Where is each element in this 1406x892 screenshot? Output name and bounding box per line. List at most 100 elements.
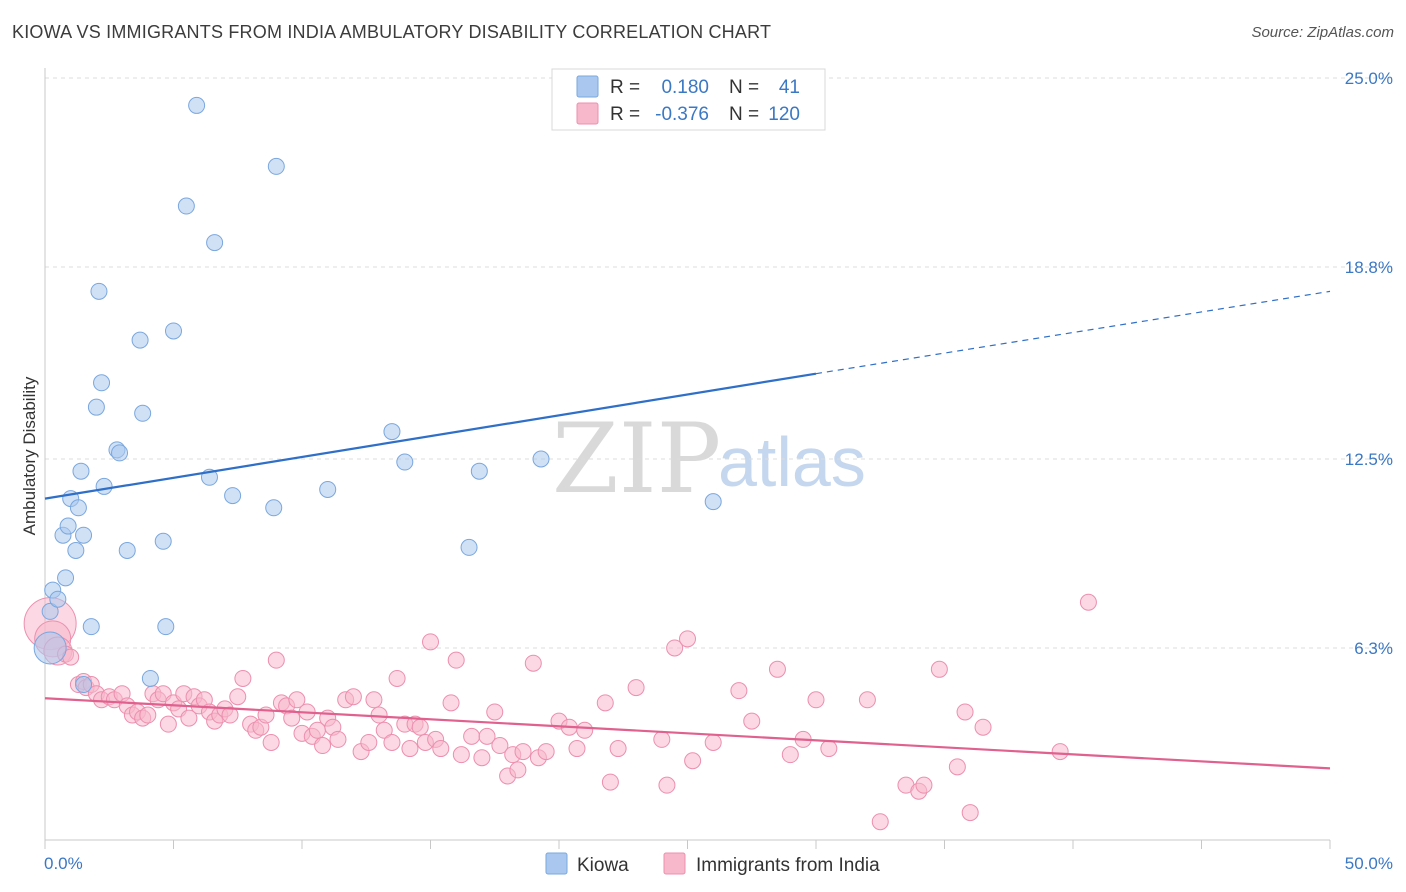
india-point: [365, 691, 383, 709]
stats-r-label-kiowa: R =: [610, 77, 640, 98]
india-point: [267, 651, 285, 669]
india-point: [452, 746, 470, 764]
x-tick-label: 0.0%: [44, 854, 83, 873]
kiowa-point: [396, 453, 414, 471]
legend-label-kiowa: Kiowa: [577, 855, 629, 876]
kiowa-point: [72, 462, 90, 480]
series-kiowa-points: [33, 96, 722, 694]
india-point: [360, 733, 378, 751]
stats-n-label-kiowa: N =: [729, 77, 759, 98]
india-point: [447, 651, 465, 669]
y-tick-labels: 6.3% 12.5% 18.8% 25.0%: [1345, 69, 1393, 658]
india-point: [627, 679, 645, 697]
india-point: [684, 752, 702, 770]
india-point: [871, 813, 889, 831]
x-tick-label: 50.0%: [1345, 854, 1393, 873]
legend-swatch-india: [663, 852, 686, 875]
kiowa-point: [532, 450, 550, 468]
india-point: [329, 730, 347, 748]
kiowa-point: [57, 569, 75, 587]
india-point: [930, 660, 948, 678]
kiowa-point: [154, 532, 172, 550]
stats-n-value-kiowa: 41: [779, 77, 800, 98]
india-point: [478, 727, 496, 745]
kiowa-trend-extension: [815, 290, 1331, 375]
india-point: [234, 669, 252, 687]
trend-lines: [44, 290, 1331, 770]
india-point: [442, 694, 460, 712]
kiowa-point: [59, 517, 77, 535]
india-point: [509, 761, 527, 779]
india-point: [401, 740, 419, 758]
india-point: [262, 733, 280, 751]
kiowa-point: [165, 322, 182, 340]
stats-r-value-india: -0.376: [655, 104, 709, 125]
india-point: [314, 737, 332, 755]
india-point: [961, 804, 979, 822]
y-tick-label: 25.0%: [1345, 69, 1393, 88]
series-india-points: [23, 593, 1097, 831]
india-point: [568, 740, 586, 758]
kiowa-point: [704, 493, 722, 511]
india-point: [704, 733, 722, 751]
kiowa-point: [41, 602, 59, 620]
india-point: [666, 639, 684, 657]
grid-lines: [45, 77, 1392, 649]
kiowa-point: [90, 282, 108, 300]
kiowa-point: [33, 631, 67, 665]
kiowa-point: [75, 676, 93, 694]
stats-r-value-kiowa: 0.180: [661, 77, 709, 98]
stats-r-label-india: R =: [610, 104, 640, 125]
india-point: [491, 737, 509, 755]
kiowa-point: [95, 477, 113, 495]
kiowa-point: [93, 374, 111, 392]
legend-label-india: Immigrants from India: [696, 855, 880, 876]
kiowa-point: [177, 197, 195, 215]
india-point: [1051, 743, 1069, 761]
stats-swatch-india: [576, 102, 599, 125]
india-point: [537, 743, 555, 761]
kiowa-point: [267, 157, 285, 175]
x-tick-labels: 0.0% 50.0%: [44, 854, 1393, 873]
india-point: [473, 749, 491, 767]
kiowa-point: [87, 398, 105, 416]
india-point: [956, 703, 974, 721]
kiowa-point: [224, 487, 242, 505]
india-trend-line: [44, 697, 1331, 770]
watermark: ZIP atlas: [552, 403, 866, 515]
india-point: [679, 630, 696, 648]
india-point: [375, 721, 393, 739]
kiowa-point: [470, 462, 488, 480]
chart-title: KIOWA VS IMMIGRANTS FROM INDIA AMBULATOR…: [12, 22, 772, 42]
india-point: [422, 633, 439, 651]
india-point: [288, 691, 306, 709]
kiowa-point: [111, 444, 129, 462]
series-legend: Kiowa Immigrants from India: [545, 852, 880, 876]
kiowa-trend-line: [44, 372, 817, 500]
y-tick-label: 12.5%: [1345, 450, 1393, 469]
india-point: [524, 654, 542, 672]
india-point: [411, 718, 429, 736]
kiowa-point: [265, 499, 283, 517]
india-point: [388, 669, 406, 687]
india-point: [807, 691, 825, 709]
india-point: [1079, 593, 1097, 611]
legend-swatch-kiowa: [545, 852, 568, 875]
kiowa-point: [134, 404, 152, 422]
india-point: [283, 709, 301, 727]
india-point: [596, 694, 614, 712]
kiowa-point: [188, 96, 206, 114]
y-tick-label: 18.8%: [1345, 258, 1393, 277]
kiowa-point: [69, 499, 87, 517]
india-point: [820, 740, 838, 758]
y-tick-label: 6.3%: [1354, 639, 1393, 658]
y-axis-title: Ambulatory Disability: [20, 376, 39, 535]
stats-swatch-kiowa: [576, 75, 599, 98]
india-point: [159, 715, 177, 733]
india-point: [383, 733, 401, 751]
kiowa-point: [131, 331, 149, 349]
india-point: [609, 740, 627, 758]
kiowa-point: [118, 541, 136, 559]
india-point: [858, 691, 876, 709]
